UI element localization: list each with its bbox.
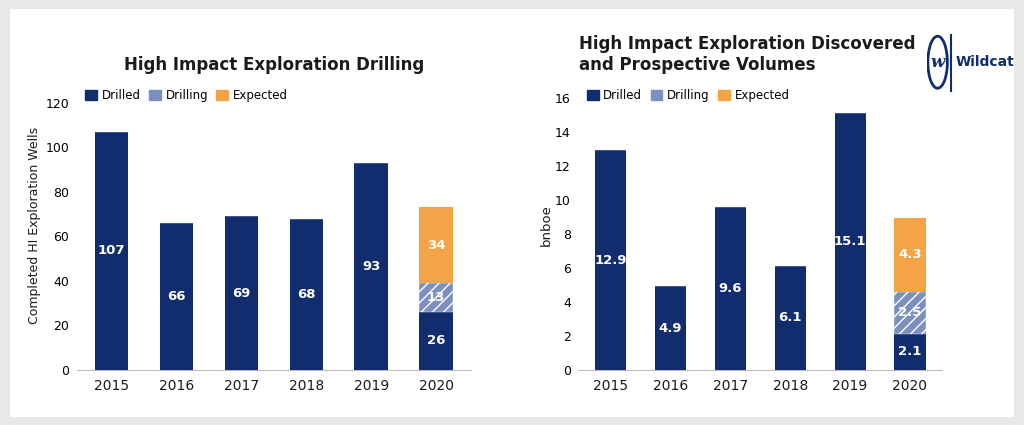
Text: 9.6: 9.6 (719, 282, 742, 295)
Text: 4.9: 4.9 (658, 322, 682, 334)
Text: 4.3: 4.3 (898, 249, 922, 261)
Bar (835, 113, 865, 370)
Bar (420, 207, 454, 283)
Text: 26: 26 (427, 334, 445, 347)
Bar (290, 218, 324, 370)
Text: 107: 107 (98, 244, 125, 257)
Text: 15.1: 15.1 (834, 235, 866, 248)
Y-axis label: bnboe: bnboe (540, 204, 552, 246)
Text: 2.1: 2.1 (898, 346, 922, 358)
Bar (894, 218, 926, 292)
Bar (894, 292, 926, 334)
Bar (655, 286, 686, 370)
Text: 2.5: 2.5 (898, 306, 922, 319)
Bar (224, 216, 258, 370)
Text: Wildcat: Wildcat (955, 55, 1014, 69)
Legend: Drilled, Drilling, Expected: Drilled, Drilling, Expected (585, 87, 792, 105)
Circle shape (928, 36, 947, 88)
Title: High Impact Exploration Drilling: High Impact Exploration Drilling (124, 56, 424, 74)
Text: 34: 34 (427, 239, 445, 252)
Bar (775, 266, 806, 370)
Text: 6.1: 6.1 (778, 312, 802, 324)
Y-axis label: Completed HI Exploration Wells: Completed HI Exploration Wells (28, 127, 41, 324)
Bar (94, 132, 128, 370)
Bar (354, 163, 388, 370)
Text: 66: 66 (167, 290, 185, 303)
Bar (715, 207, 745, 370)
Text: 13: 13 (427, 291, 445, 304)
Bar (420, 312, 454, 370)
Bar (420, 283, 454, 312)
Text: High Impact Exploration Discovered
and Prospective Volumes: High Impact Exploration Discovered and P… (579, 35, 915, 74)
Text: w: w (931, 54, 945, 71)
Text: 12.9: 12.9 (594, 254, 627, 266)
Bar (160, 223, 194, 370)
Legend: Drilled, Drilling, Expected: Drilled, Drilling, Expected (83, 87, 290, 105)
Text: 69: 69 (232, 286, 251, 300)
Bar (894, 334, 926, 370)
Bar (595, 150, 627, 370)
Text: 93: 93 (362, 260, 381, 273)
Text: 68: 68 (297, 288, 315, 300)
